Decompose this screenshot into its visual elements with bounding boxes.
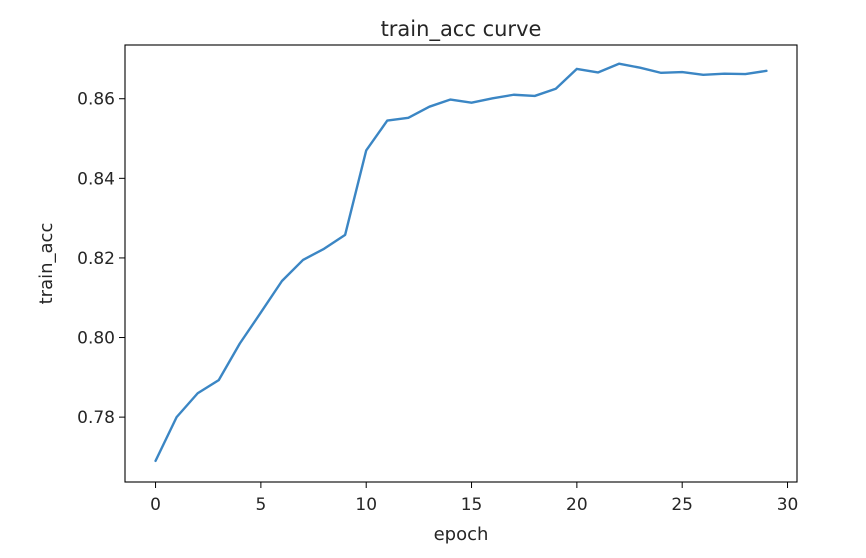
y-tick-label: 0.82	[77, 249, 115, 269]
chart-title: train_acc curve	[381, 17, 542, 42]
data-point	[386, 119, 388, 121]
x-tick-label: 10	[355, 495, 377, 515]
data-point	[281, 280, 283, 282]
y-tick-label: 0.78	[77, 408, 115, 428]
data-point	[618, 63, 620, 65]
x-tick-label: 5	[255, 495, 266, 515]
data-point	[660, 72, 662, 74]
data-point	[639, 66, 641, 68]
x-tick-label: 20	[566, 495, 588, 515]
data-point	[260, 311, 262, 313]
data-point	[196, 392, 198, 394]
plot-area	[154, 62, 768, 463]
data-point	[723, 72, 725, 74]
y-tick-label: 0.80	[77, 329, 115, 349]
data-point	[576, 68, 578, 70]
y-tick-label: 0.84	[77, 169, 115, 189]
data-point	[702, 74, 704, 76]
data-point	[154, 460, 156, 462]
data-point	[597, 71, 599, 73]
data-point	[218, 379, 220, 381]
y-axis-ticks: 0.78 0.80 0.82 0.84 0.86	[77, 90, 125, 428]
y-tick-label: 0.86	[77, 90, 115, 110]
x-tick-label: 25	[671, 495, 693, 515]
data-point	[365, 149, 367, 151]
x-tick-label: 15	[461, 495, 483, 515]
data-point	[765, 70, 767, 72]
y-axis-label: train_acc	[36, 223, 57, 305]
data-point	[534, 95, 536, 97]
data-point	[407, 117, 409, 119]
data-point	[344, 234, 346, 236]
data-point	[323, 248, 325, 250]
data-point	[428, 105, 430, 107]
data-point	[302, 259, 304, 261]
data-point	[512, 94, 514, 96]
data-point	[239, 342, 241, 344]
plot-frame	[124, 44, 798, 483]
data-point	[744, 73, 746, 75]
data-point	[470, 102, 472, 104]
x-tick-label: 30	[777, 495, 799, 515]
data-point	[555, 88, 557, 90]
x-axis-label: epoch	[434, 524, 489, 545]
data-point	[449, 98, 451, 100]
x-axis-ticks: 0 5 10 15 20 25 30	[150, 482, 798, 515]
data-point	[491, 97, 493, 99]
data-point	[681, 71, 683, 73]
x-tick-label: 0	[150, 495, 161, 515]
series-line	[154, 62, 768, 463]
data-point	[175, 416, 177, 418]
